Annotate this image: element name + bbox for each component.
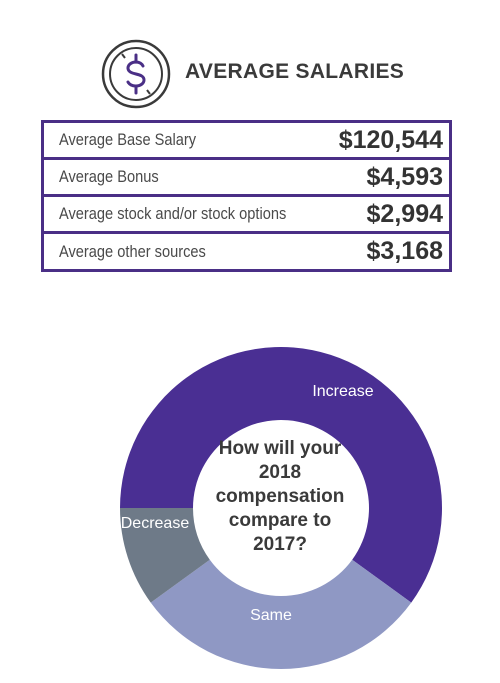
salary-row-stock: Average stock and/or stock options $2,99… <box>44 197 449 234</box>
donut-svg: Increase Same Decrease <box>120 347 442 669</box>
salary-label: Average stock and/or stock options <box>59 204 287 223</box>
salary-row-bonus: Average Bonus $4,593 <box>44 160 449 197</box>
salary-row-base: Average Base Salary $120,544 <box>44 123 449 160</box>
salary-table: Average Base Salary $120,544 Average Bon… <box>41 120 452 272</box>
donut-chart: Increase Same Decrease How will your 2018 … <box>0 320 500 683</box>
salary-value: $3,168 <box>366 237 443 265</box>
header: AVERAGE SALARIES <box>100 38 460 114</box>
slice-decrease <box>120 508 210 603</box>
salary-label: Average Base Salary <box>59 130 197 149</box>
chart-question: How will your 2018 compensation compare … <box>215 438 345 555</box>
salary-value: $2,994 <box>366 199 443 228</box>
salary-row-other: Average other sources $3,168 <box>44 234 449 269</box>
slice-increase <box>120 347 442 603</box>
salary-value: $4,593 <box>366 162 443 191</box>
slice-label-decrease: Decrease <box>121 515 190 532</box>
salary-label: Average other sources <box>59 241 206 261</box>
salary-value: $120,544 <box>338 125 443 154</box>
slice-label-increase: Increase <box>312 383 373 400</box>
slice-label-same: Same <box>250 607 292 624</box>
salary-label: Average Bonus <box>59 167 159 186</box>
slice-same <box>150 559 412 669</box>
dollar-sign-icon <box>101 39 171 109</box>
page-title: AVERAGE SALARIES <box>185 60 405 83</box>
